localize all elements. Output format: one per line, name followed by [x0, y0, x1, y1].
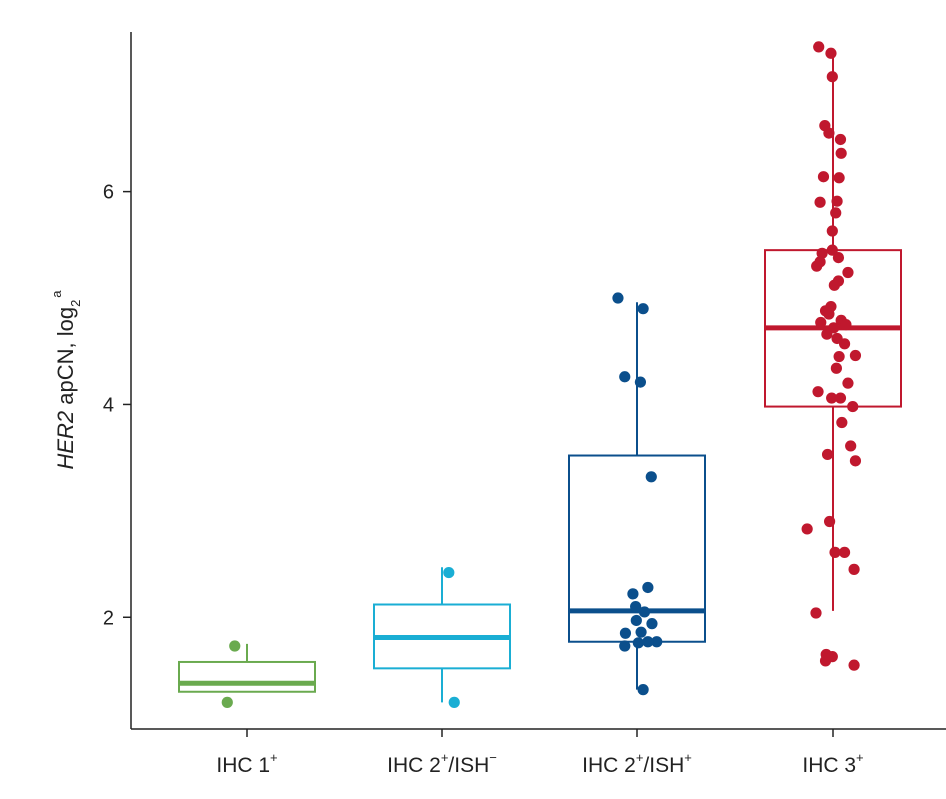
data-point-0-0 — [229, 640, 241, 652]
data-point-3-1 — [825, 47, 837, 59]
data-point-3-9 — [814, 196, 826, 208]
data-point-3-33 — [830, 362, 843, 374]
data-point-3-4 — [823, 127, 835, 139]
y-tick-label-0: 2 — [103, 607, 114, 629]
data-point-3-32 — [849, 349, 862, 362]
data-point-3-46 — [838, 546, 851, 558]
data-point-2-15 — [632, 637, 644, 649]
data-point-3-31 — [833, 350, 845, 363]
y-axis-label: HER2 apCN, log2a — [49, 290, 83, 470]
data-point-2-11 — [619, 627, 632, 639]
data-point-3-34 — [842, 377, 854, 389]
data-point-3-17 — [811, 260, 823, 272]
data-point-3-51 — [826, 651, 838, 663]
data-point-3-18 — [842, 266, 854, 279]
data-point-3-38 — [847, 400, 859, 413]
data-point-3-5 — [834, 133, 847, 146]
data-point-3-2 — [826, 71, 838, 83]
box-iqr-0 — [178, 660, 316, 693]
data-point-3-0 — [813, 41, 825, 53]
data-point-3-10 — [831, 195, 843, 207]
data-point-2-12 — [635, 626, 647, 638]
data-point-2-1 — [637, 303, 649, 315]
axes-layer — [130, 32, 946, 730]
data-point-2-2 — [619, 371, 631, 383]
data-point-2-17 — [637, 684, 649, 696]
data-point-3-28 — [821, 328, 833, 340]
data-point-2-13 — [651, 636, 663, 648]
data-point-3-23 — [819, 305, 832, 317]
data-point-2-7 — [630, 601, 642, 613]
x-tick-label-3: IHC 3+ — [802, 750, 863, 777]
data-point-3-26 — [840, 319, 852, 331]
data-point-3-14 — [826, 244, 838, 256]
data-point-2-5 — [627, 588, 639, 600]
data-point-3-48 — [810, 607, 822, 619]
data-point-2-14 — [619, 640, 631, 652]
y-ticks: 2 4 6 — [103, 182, 131, 629]
data-point-3-30 — [838, 338, 851, 350]
data-point-3-37 — [834, 392, 847, 404]
data-point-3-24 — [815, 316, 827, 329]
box-group-0 — [178, 643, 316, 693]
x-tick-label-1: IHC 2+/ISH− — [387, 750, 497, 777]
data-point-3-44 — [801, 523, 813, 535]
data-point-3-40 — [845, 440, 857, 452]
data-point-3-13 — [816, 247, 828, 259]
data-point-0-1 — [221, 696, 233, 708]
data-point-3-36 — [826, 392, 838, 404]
points-layer — [221, 41, 862, 708]
data-point-2-4 — [645, 471, 657, 483]
data-point-3-47 — [848, 563, 860, 575]
data-point-3-15 — [832, 251, 845, 264]
x-categories: IHC 1+ IHC 2+/ISH− IHC 2+/ISH+ IHC 3+ — [216, 729, 864, 777]
data-point-3-8 — [833, 172, 845, 184]
data-point-3-7 — [817, 171, 830, 183]
box-group-1 — [373, 567, 511, 703]
data-point-3-12 — [826, 225, 838, 237]
data-point-2-8 — [638, 606, 651, 618]
data-point-2-3 — [634, 376, 647, 388]
box-iqr-2 — [568, 454, 706, 643]
data-point-2-0 — [612, 292, 624, 304]
boxes-layer — [178, 49, 902, 703]
data-point-3-20 — [828, 279, 840, 291]
data-point-3-11 — [830, 207, 842, 219]
x-tick-label-0: IHC 1+ — [216, 750, 277, 777]
data-point-2-10 — [646, 618, 658, 630]
data-point-1-1 — [448, 696, 460, 708]
data-point-3-39 — [836, 416, 848, 429]
data-point-2-6 — [642, 581, 654, 594]
y-tick-label-2: 6 — [103, 182, 114, 204]
y-tick-label-1: 4 — [103, 394, 114, 416]
data-point-3-35 — [812, 386, 824, 398]
data-point-3-6 — [835, 147, 847, 159]
data-point-3-45 — [829, 546, 841, 558]
data-point-1-0 — [443, 566, 455, 579]
data-point-2-16 — [642, 636, 654, 648]
data-point-2-9 — [630, 614, 642, 627]
data-point-3-41 — [821, 448, 834, 461]
data-point-3-52 — [848, 659, 860, 671]
data-point-3-42 — [849, 455, 862, 467]
x-tick-label-2: IHC 2+/ISH+ — [582, 750, 692, 777]
data-point-3-43 — [824, 515, 836, 528]
